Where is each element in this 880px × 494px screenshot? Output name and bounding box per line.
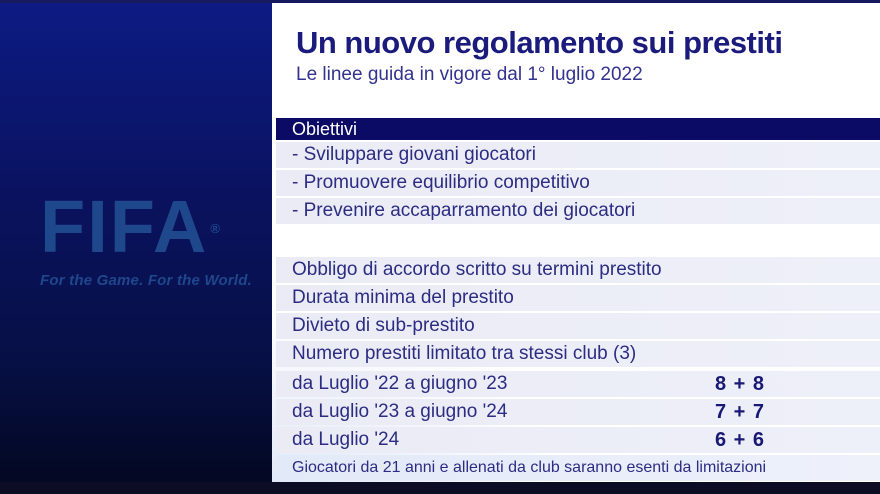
loan-limit-row: da Luglio '22 a giugno '23 8 + 8 [276, 371, 880, 397]
loan-value: 8 + 8 [714, 372, 766, 395]
objective-item: - Promuovere equilibrio competitivo [276, 170, 880, 196]
brand-panel: FIFA ® For the Game. For the World. [0, 0, 272, 494]
loan-value: 6 + 6 [714, 428, 766, 451]
rule-item: Numero prestiti limitato tra stessi club… [276, 341, 880, 367]
loan-period: da Luglio '22 a giugno '23 [292, 373, 508, 394]
objective-item: - Sviluppare giovani giocatori [276, 142, 880, 168]
loan-period: da Luglio '23 a giugno '24 [292, 401, 508, 422]
rule-item: Obbligo di accordo scritto su termini pr… [276, 257, 880, 283]
loan-limit-row: da Luglio '23 a giugno '24 7 + 7 [276, 399, 880, 425]
loan-value: 7 + 7 [714, 400, 766, 423]
fifa-tagline: For the Game. For the World. [40, 272, 253, 289]
page-title: Un nuovo regolamento sui prestiti [296, 25, 783, 60]
bottom-border-bar [0, 482, 880, 494]
registered-trademark-symbol: ® [210, 221, 222, 236]
fifa-logo: FIFA ® For the Game. For the World. [40, 190, 253, 290]
objectives-header: Obiettivi [276, 118, 880, 140]
rule-item: Divieto di sub-prestito [276, 313, 880, 339]
objective-item: - Prevenire accaparramento dei giocatori [276, 198, 880, 224]
exemption-note: Giocatori da 21 anni e allenati da club … [276, 455, 880, 481]
fifa-wordmark-text: FIFA [40, 185, 209, 268]
fifa-wordmark: FIFA ® [40, 190, 240, 264]
page-subtitle: Le linee guida in vigore dal 1° luglio 2… [296, 64, 643, 85]
rule-item: Durata minima del prestito [276, 285, 880, 311]
content-panel: Un nuovo regolamento sui prestiti Le lin… [272, 0, 880, 494]
loan-period: da Luglio '24 [292, 429, 400, 450]
loan-limit-row: da Luglio '24 6 + 6 [276, 427, 880, 453]
top-border-line [0, 0, 880, 3]
